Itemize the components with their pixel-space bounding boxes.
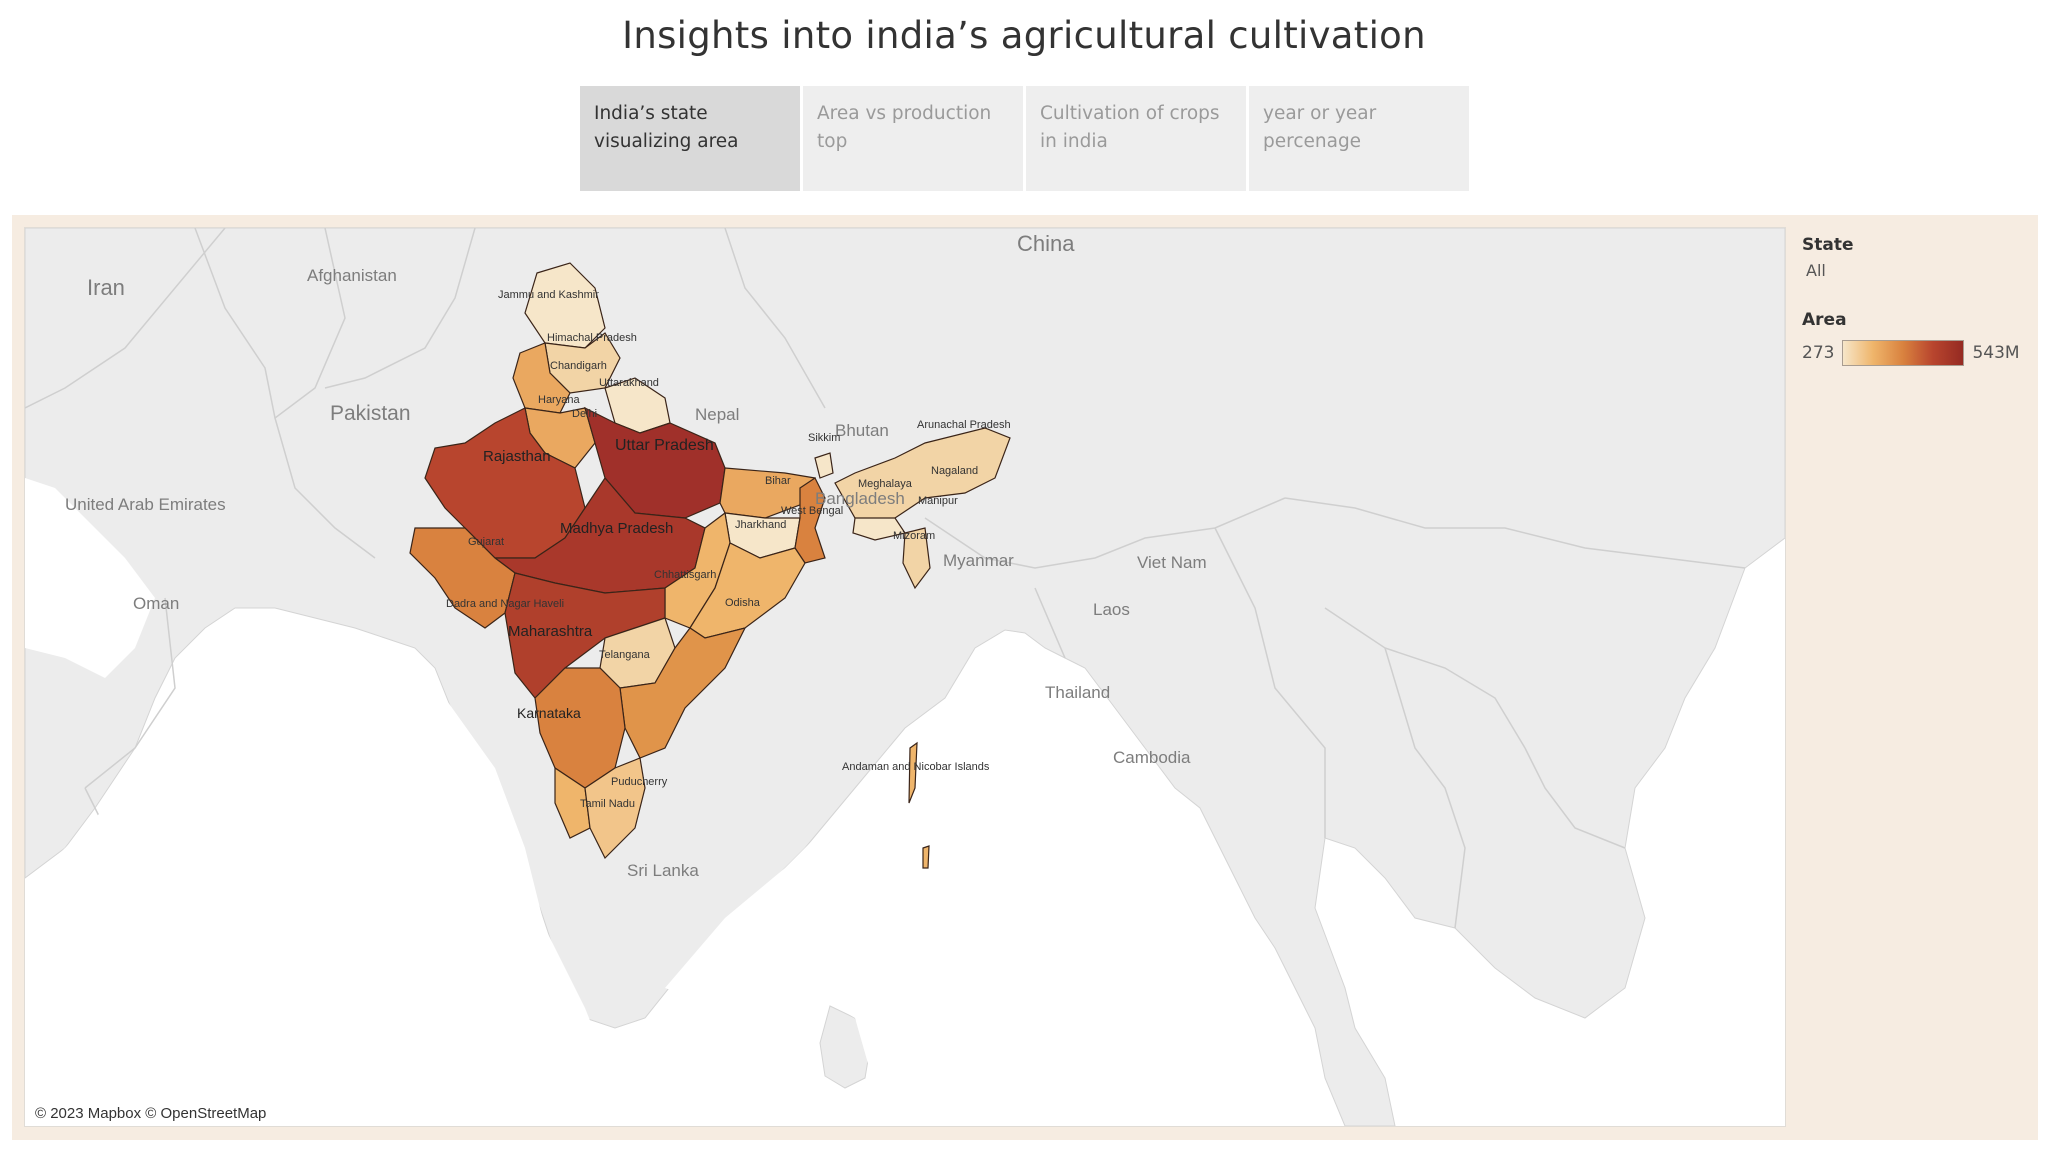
arabian-sea [25, 648, 605, 1126]
label-chhattisgarh: Chhattisgarh [654, 569, 716, 581]
state-filter-value[interactable]: All [1806, 261, 1826, 280]
india-area-map[interactable]: Iran Afghanistan Pakistan China Nepal Bh… [24, 227, 1786, 1127]
country-label-thailand: Thailand [1045, 683, 1110, 702]
state-andaman[interactable] [908, 741, 918, 804]
label-nagaland: Nagaland [931, 465, 978, 477]
state-tamil-nadu[interactable] [584, 757, 646, 860]
label-dadra-nagar-haveli: Dadra and Nagar Haveli [446, 598, 564, 610]
label-jammu-kashmir: Jammu and Kashmir [498, 289, 599, 301]
label-telangana: Telangana [599, 649, 651, 661]
label-west-bengal: West Bengal [781, 505, 843, 517]
state-nicobar[interactable] [922, 845, 930, 869]
label-sikkim: Sikkim [808, 432, 840, 444]
label-madhya-pradesh: Madhya Pradesh [560, 520, 673, 537]
gulf-region [25, 478, 155, 678]
state-mizoram[interactable] [902, 527, 931, 590]
label-delhi: Delhi [572, 408, 597, 420]
label-meghalaya: Meghalaya [858, 478, 913, 490]
state-karnataka[interactable] [534, 667, 626, 789]
label-maharashtra: Maharashtra [508, 623, 593, 640]
tab-year-percentage[interactable]: year or year percenage [1249, 86, 1469, 191]
state-kerala[interactable] [554, 766, 591, 839]
label-haryana: Haryana [538, 394, 580, 406]
country-label-bangladesh: Bangladesh [815, 489, 905, 508]
country-label-myanmar: Myanmar [943, 551, 1014, 570]
country-labels: Iran Afghanistan Pakistan China Nepal Bh… [65, 231, 1207, 880]
label-bihar: Bihar [765, 475, 791, 487]
legend-panel: State All Area 273 543M [1802, 235, 2022, 366]
dashboard-title: Insights into india’s agricultural culti… [622, 14, 1426, 57]
label-rajasthan: Rajasthan [483, 448, 551, 465]
country-borders [25, 228, 1746, 929]
country-label-pakistan: Pakistan [330, 402, 411, 425]
label-gujarat: Gujarat [468, 536, 504, 548]
india-states [409, 262, 1011, 869]
country-label-laos: Laos [1093, 600, 1130, 619]
label-andaman-nicobar: Andaman and Nicobar Islands [842, 761, 990, 773]
country-label-afghanistan: Afghanistan [307, 266, 397, 285]
state-gujarat[interactable] [409, 527, 516, 629]
country-label-bhutan: Bhutan [835, 421, 889, 440]
label-puducherry: Puducherry [611, 776, 668, 788]
state-filter-title: State [1802, 235, 1854, 255]
tab-area-vs-production[interactable]: Area vs production top [803, 86, 1023, 191]
state-sikkim[interactable] [814, 452, 834, 479]
area-legend-min: 273 [1802, 343, 1835, 363]
state-meghalaya[interactable] [852, 517, 906, 541]
label-chandigarh: Chandigarh [550, 360, 607, 372]
country-label-cambodia: Cambodia [1113, 748, 1191, 767]
state-labels: Jammu and Kashmir Himachal Pradesh Chand… [446, 289, 1011, 810]
country-label-oman: Oman [133, 594, 179, 613]
country-label-sri-lanka: Sri Lanka [627, 861, 699, 880]
bay-of-bengal [665, 698, 1285, 1126]
label-uttarakhand: Uttarakhand [599, 377, 659, 389]
country-label-uae: United Arab Emirates [65, 495, 226, 514]
country-label-iran: Iran [87, 275, 125, 300]
state-punjab-chandigarh[interactable] [512, 342, 571, 414]
country-label-china: China [1017, 231, 1075, 256]
dashboard-panel: Iran Afghanistan Pakistan China Nepal Bh… [12, 215, 2038, 1140]
tab-cultivation-of-crops[interactable]: Cultivation of crops in india [1026, 86, 1246, 191]
country-label-nepal: Nepal [695, 405, 739, 424]
label-manipur: Manipur [918, 495, 958, 507]
area-legend-scale: 273 543M [1802, 340, 2022, 366]
area-legend-title: Area [1802, 310, 1847, 330]
label-arunachal: Arunachal Pradesh [917, 419, 1011, 431]
area-color-gradient [1842, 340, 1965, 366]
label-tamil-nadu: Tamil Nadu [580, 798, 635, 810]
tab-state-visualizing-area[interactable]: India’s state visualizing area [580, 86, 800, 191]
area-legend-max: 543M [1972, 343, 2020, 363]
label-mizoram: Mizoram [893, 530, 935, 542]
label-himachal: Himachal Pradesh [547, 332, 637, 344]
map-copyright: © 2023 Mapbox © OpenStreetMap [35, 1105, 267, 1122]
state-bihar[interactable] [719, 467, 816, 519]
map-canvas[interactable]: Iran Afghanistan Pakistan China Nepal Bh… [25, 228, 1785, 1126]
story-tabs: India’s state visualizing area Area vs p… [580, 86, 1469, 191]
state-west-bengal[interactable] [794, 477, 826, 564]
label-odisha: Odisha [725, 597, 761, 609]
label-uttar-pradesh: Uttar Pradesh [615, 437, 714, 454]
label-karnataka: Karnataka [517, 705, 581, 721]
country-label-vietnam: Viet Nam [1137, 553, 1207, 572]
label-jharkhand: Jharkhand [735, 519, 786, 531]
state-jammu-kashmir[interactable] [524, 262, 606, 349]
